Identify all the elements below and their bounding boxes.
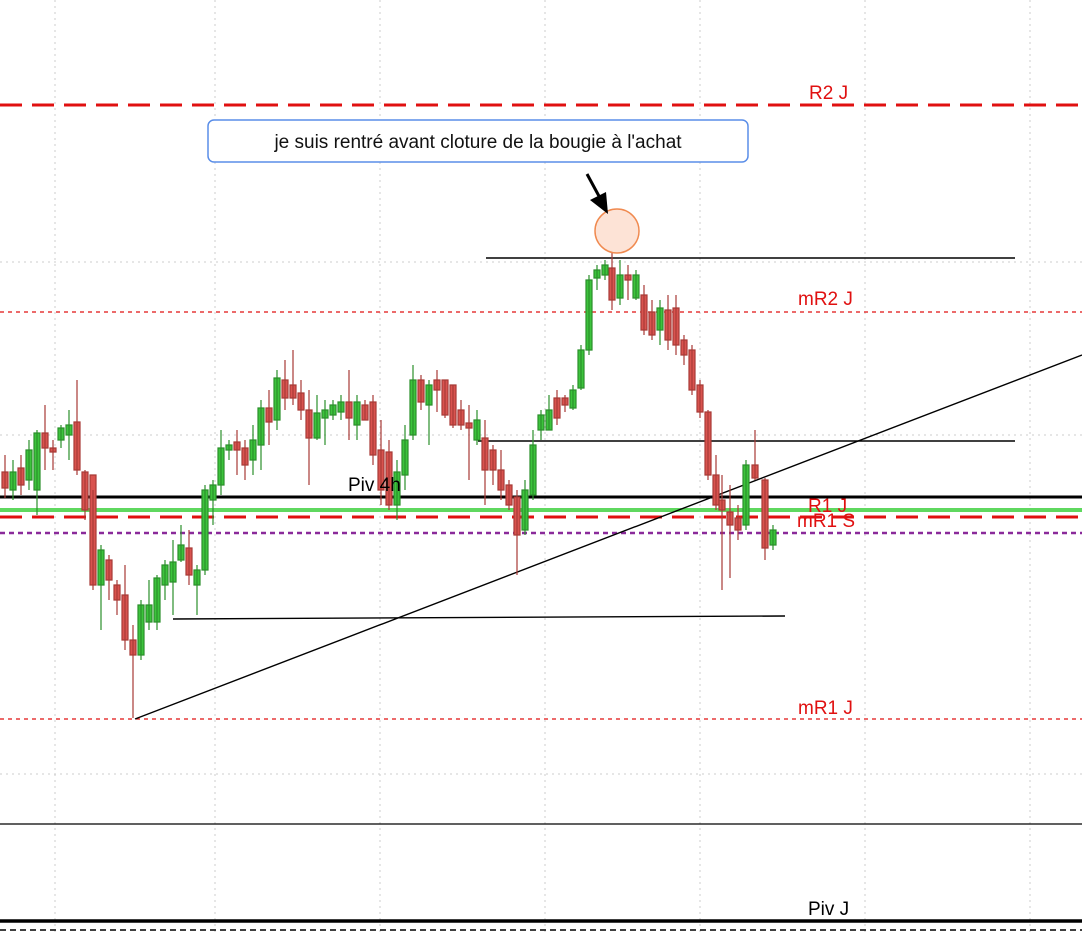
level-label: R2 J (809, 83, 848, 104)
highlight-circle (594, 208, 640, 254)
level-label: Piv 4h (348, 475, 401, 496)
green-candles (9, 260, 777, 660)
annotation-text: je suis rentré avant cloture de la bougi… (273, 132, 682, 153)
level-label: R1 J (808, 496, 847, 517)
arrow-head (590, 192, 608, 214)
arrow-shaft (585, 173, 602, 199)
annotation-box (207, 119, 749, 163)
level-label: Piv J (808, 899, 849, 920)
level-label: mR1 S (797, 511, 855, 532)
level-label: mR2 J (798, 289, 853, 310)
drawings (134, 257, 1082, 720)
level-label: mR1 J (798, 698, 853, 719)
red-candles (1, 240, 769, 718)
